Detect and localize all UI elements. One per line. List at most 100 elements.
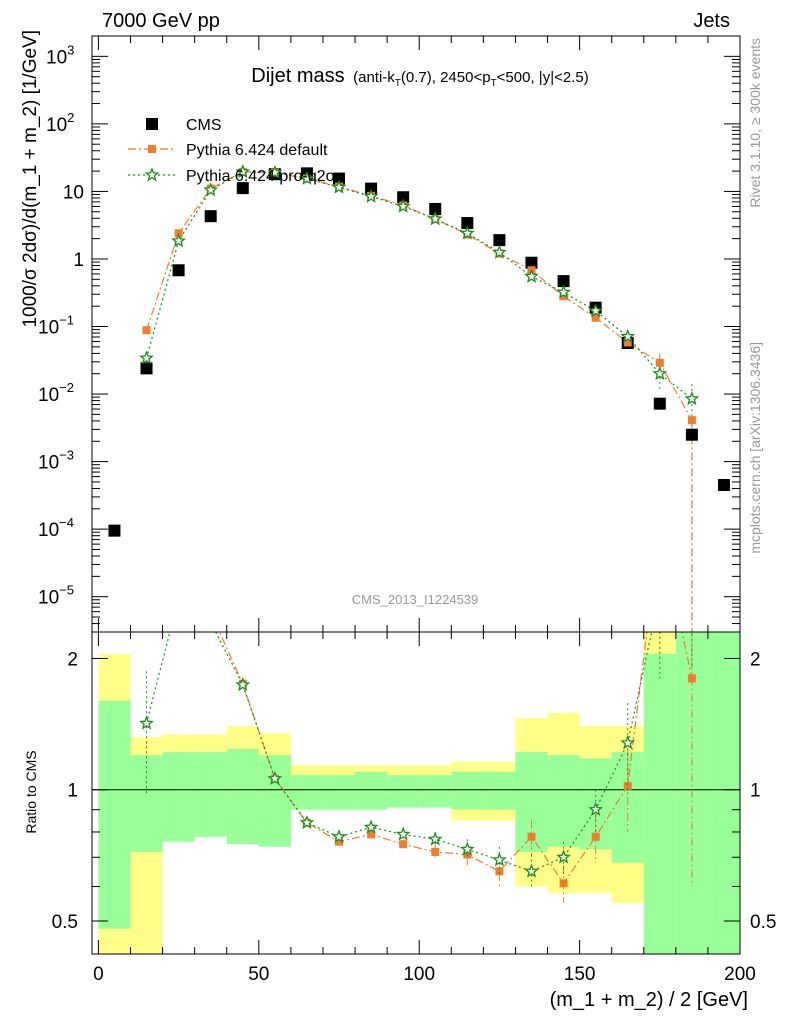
y-tick-label: 10−4 (38, 515, 74, 541)
band-inner-bin (387, 775, 420, 808)
band-inner-bin (547, 755, 580, 847)
ratio-point-pro-q2o (363, 819, 379, 834)
y-tick-label: 102 (46, 110, 74, 136)
cms-point (333, 172, 346, 185)
mc-point-pro-q2o (331, 179, 347, 194)
ratio-point-pro-q2o (427, 831, 443, 846)
band-inner-bin (419, 775, 452, 808)
y-tick-label: 10−2 (38, 380, 74, 406)
ratio-tick-label-right: 1 (750, 781, 761, 802)
mc-point-default (623, 338, 632, 347)
main-series-clipped (108, 164, 730, 632)
mc-point-pro-q2o (524, 268, 539, 283)
cms-point (557, 275, 570, 288)
legend-default-marker (148, 145, 156, 153)
cms-point (717, 479, 730, 492)
rivet-label: Rivet 3.1.10, ≥ 300k events (747, 38, 763, 208)
ratio-point-pro-q2o (205, 616, 216, 627)
ratio-point-pro-q2o (173, 592, 184, 603)
ratio-point-pro-q2o (331, 828, 347, 844)
mc-point-pro-q2o (556, 284, 572, 299)
mc-point-pro-q2o (203, 182, 219, 197)
cms-point (108, 524, 121, 537)
ratio-tick-label-left: 0.5 (52, 912, 78, 933)
mc-line-0 (145, 171, 693, 421)
cms-point (429, 202, 442, 215)
band-inner-bin (258, 755, 291, 847)
ratio-line-1 (145, 632, 653, 872)
y-tick-label: 103 (46, 42, 74, 68)
ratio-point-default (143, 543, 151, 551)
chart-title-main: Dijet mass (251, 65, 344, 87)
mcplots-label: mcplots.cern.ch [arXiv:1306.3436] (747, 342, 763, 554)
ratio-point-pro-q2o (267, 770, 283, 785)
x-tick-label: 150 (564, 964, 596, 985)
chart-title: Dijet mass (anti-kT(0.7), 2450<pT<500, |… (251, 65, 588, 89)
ratio-point-default (495, 867, 504, 876)
ratio-tick-label-right: 0.5 (750, 912, 776, 933)
cms-point (236, 182, 249, 195)
ratio-point-default (175, 548, 183, 556)
ratio-point-default (527, 832, 536, 841)
band-inner-bin (707, 632, 740, 954)
legend-pro-q2o-marker (144, 167, 160, 182)
cms-point (172, 264, 185, 277)
band-inner-bin (322, 775, 356, 810)
mc-point-pro-q2o (139, 350, 154, 365)
ratio-point-pro-q2o (524, 863, 539, 878)
legend-cms-label: CMS (186, 117, 222, 134)
legend-pro-q2o-label: Pythia 6.424 pro-q2o (186, 168, 335, 185)
ratio-point-pro-q2o (588, 801, 603, 816)
mc-point-pro-q2o (363, 188, 379, 203)
x-tick-label: 100 (403, 964, 435, 985)
cms-point (365, 182, 378, 195)
ratio-point-default (656, 523, 664, 531)
mc-point-pro-q2o (267, 164, 283, 179)
ratio-point-default (623, 781, 632, 790)
analysis-id: CMS_2013_I1224539 (352, 592, 479, 607)
band-inner-bin (130, 755, 163, 852)
ratio-point-default (687, 674, 696, 683)
x-tick-label: 200 (724, 964, 756, 985)
mc-point-pro-q2o (395, 198, 411, 213)
ratio-tick-label-left: 1 (67, 781, 78, 802)
ratio-point-default (335, 837, 344, 846)
cms-point (525, 256, 538, 269)
band-inner-bin (98, 700, 131, 929)
energy-label: 7000 GeV pp (102, 10, 220, 32)
cms-point (397, 191, 410, 204)
mc-point-pro-q2o (171, 233, 186, 248)
cms-point (653, 397, 666, 410)
legend-cms-marker (146, 118, 158, 130)
ratio-point-pro-q2o (492, 852, 507, 867)
ratio-tick-label-right: 2 (750, 649, 761, 670)
ratio-point-pro-q2o (299, 814, 315, 830)
band-inner-bin (483, 771, 516, 810)
ratio-point-pro-q2o (459, 841, 475, 856)
y-tick-label: 10−5 (38, 583, 74, 609)
x-tick-label: 50 (248, 964, 269, 985)
mc-point-pro-q2o (620, 328, 636, 343)
ratio-point-default (559, 879, 568, 888)
legend: CMS Pythia 6.424 default Pythia 6.424 pr… (128, 117, 335, 185)
mc-point-pro-q2o (459, 225, 475, 240)
mc-point-default (559, 292, 568, 301)
mc-point-default (142, 326, 151, 335)
y-tick-label: 10−3 (38, 448, 74, 474)
band-inner-bin (451, 771, 484, 810)
chart-title-sub-2: (0.7), 2450<p (401, 69, 491, 86)
ratio-point-default (431, 847, 440, 856)
main-series (108, 164, 730, 632)
ratio-point-default (207, 608, 215, 616)
ratio-plot-frame (91, 631, 741, 955)
mc-point-pro-q2o (427, 211, 443, 226)
mc-point-pro-q2o (299, 170, 315, 185)
ratio-point-pro-q2o (235, 677, 251, 692)
ratio-point-pro-q2o (556, 849, 572, 864)
band-inner-bin (194, 752, 227, 837)
mc-line-1 (145, 171, 693, 400)
ratio-line-0 (218, 632, 693, 885)
legend-default-label: Pythia 6.424 default (186, 142, 328, 159)
band-inner-bin (643, 653, 676, 954)
